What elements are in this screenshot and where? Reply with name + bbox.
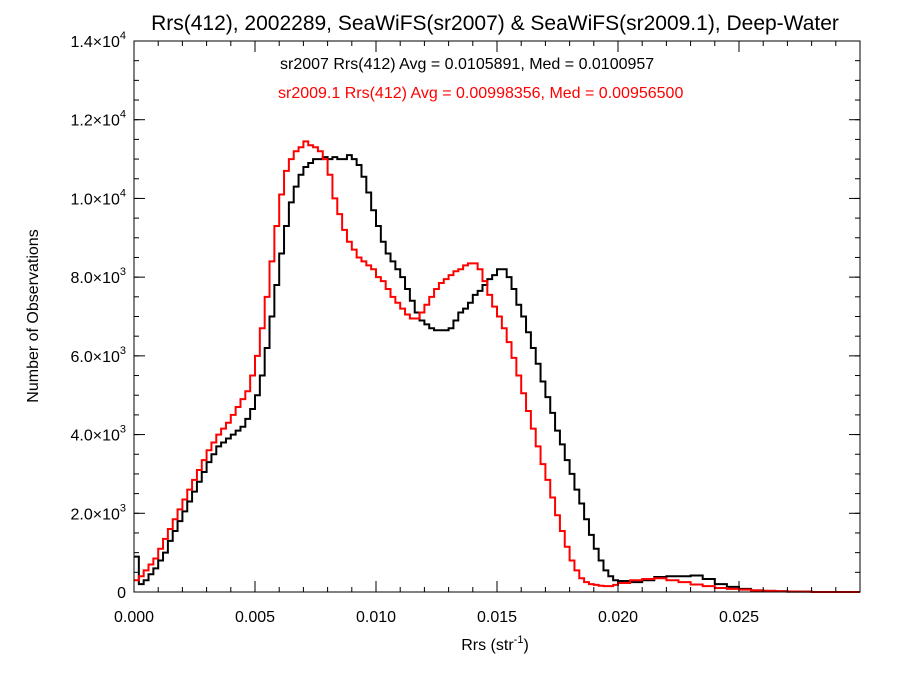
y-tick-label: 0	[117, 585, 126, 602]
y-tick-label: 8.0×103	[70, 266, 126, 287]
chart-title: Rrs(412), 2002289, SeaWiFS(sr2007) & Sea…	[151, 12, 839, 35]
legend-sr2009-stats: sr2009.1 Rrs(412) Avg = 0.00998356, Med …	[278, 85, 683, 102]
x-tick-label: 0.015	[477, 609, 517, 626]
y-tick-label: 1.0×104	[70, 187, 126, 208]
y-tick-label: 2.0×103	[70, 502, 126, 523]
legend-sr2007-stats: sr2007 Rrs(412) Avg = 0.0105891, Med = 0…	[280, 56, 654, 73]
series-line-sr2007	[134, 154, 860, 593]
x-tick-label: 0.000	[114, 609, 154, 626]
axis-layer: 0.000 0.005 0.010 0.015 0.020 0.025 0 2.0×103 4.…	[70, 30, 861, 626]
x-tick-label: 0.010	[356, 609, 396, 626]
x-tick-label: 0.005	[235, 609, 275, 626]
y-axis-label: Number of Observations	[25, 229, 42, 402]
y-tick-label: 1.2×104	[70, 109, 126, 130]
y-tick-label: 1.4×104	[70, 30, 126, 51]
x-axis-label-main: Rrs (str	[461, 637, 514, 654]
x-tick-label: 0.020	[598, 609, 638, 626]
series-layer	[134, 140, 860, 593]
x-tick-label: 0.025	[719, 609, 759, 626]
x-axis-label: Rrs (str-1)	[461, 634, 529, 654]
x-axis-label-superscript: -1	[514, 634, 524, 646]
x-axis-label-close: )	[523, 637, 528, 654]
series-line-sr2009.1	[134, 140, 860, 593]
y-tick-label: 4.0×103	[70, 424, 126, 445]
y-tick-label: 6.0×103	[70, 345, 126, 366]
